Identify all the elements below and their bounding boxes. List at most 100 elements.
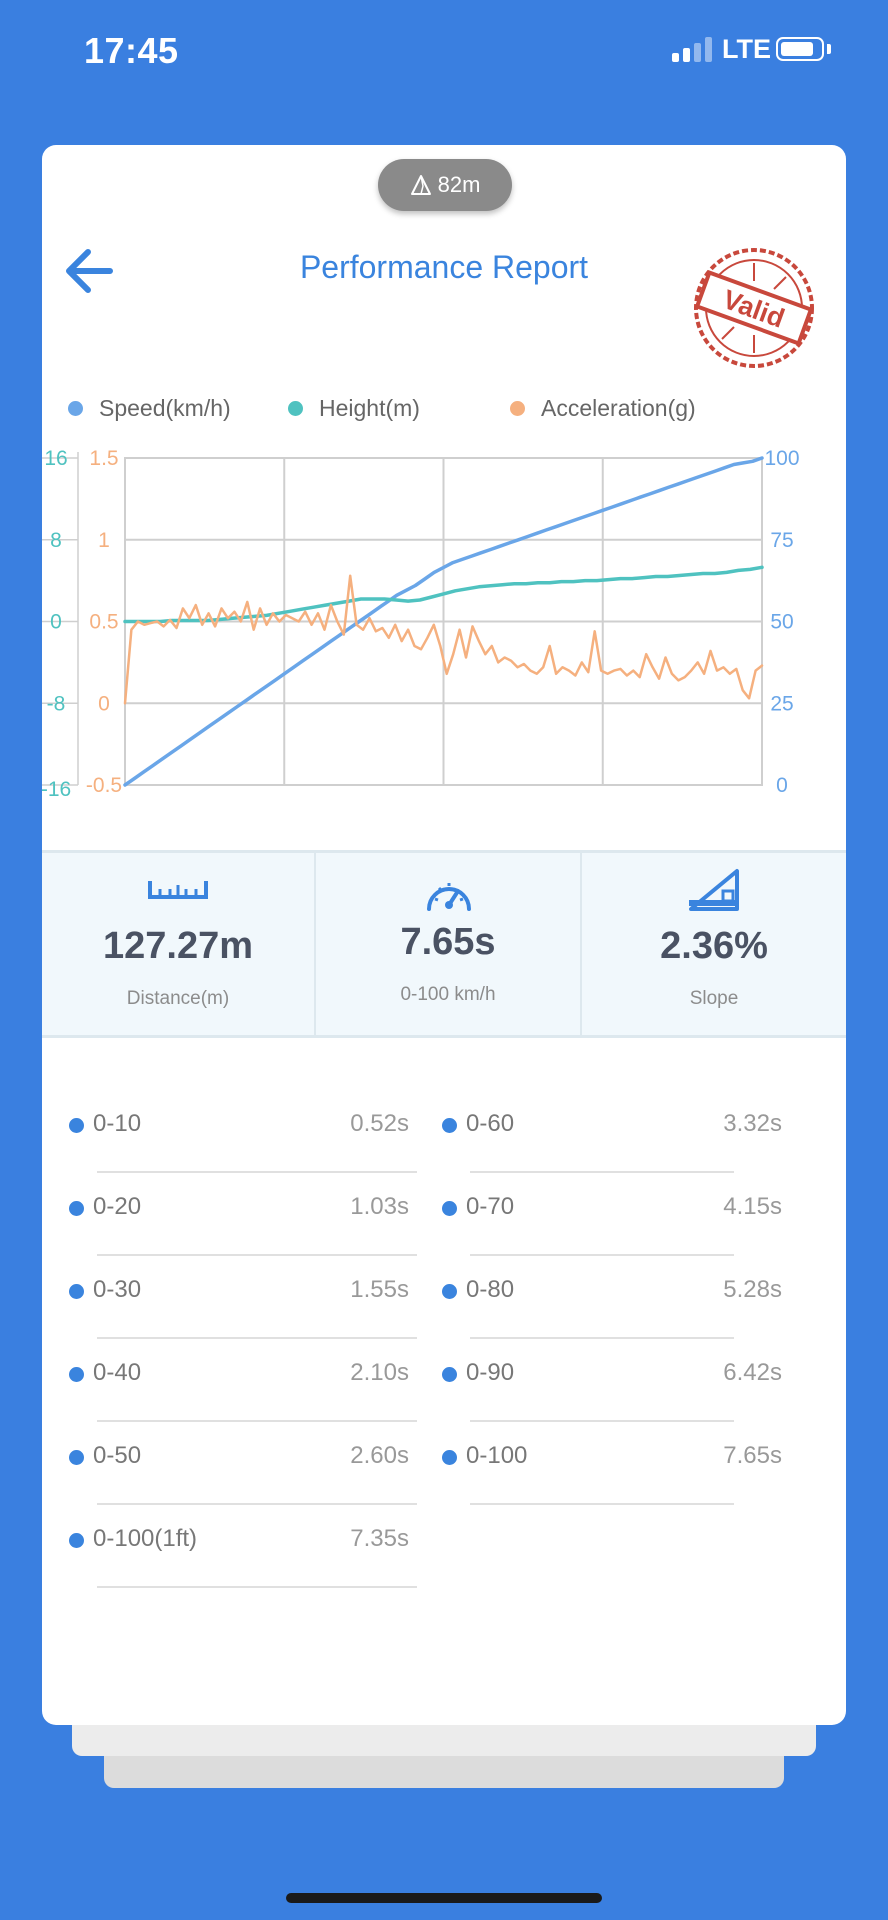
split-label: 0-60 — [466, 1110, 515, 1137]
stat-divider — [314, 853, 316, 1035]
split-time: 1.55s — [350, 1276, 409, 1303]
series-line-speed — [123, 456, 764, 787]
split-divider — [470, 1337, 734, 1339]
height-tick-label: 16 — [44, 447, 67, 470]
legend-speed: Speed(km/h) — [68, 395, 231, 422]
split-row: 0-30 1.55s — [69, 1261, 417, 1344]
split-dot — [442, 1367, 457, 1382]
chart-lines — [123, 456, 764, 787]
split-dot — [442, 1201, 457, 1216]
split-divider — [97, 1254, 417, 1256]
height-tick-label: -16 — [42, 778, 71, 801]
distance-value: 127.27m — [102, 925, 253, 967]
split-row: 0-50 2.60s — [69, 1427, 417, 1510]
split-label: 0-40 — [93, 1359, 142, 1386]
chart-grid — [42, 452, 763, 786]
split-label: 0-20 — [93, 1193, 142, 1220]
network-label: LTE — [722, 34, 771, 64]
split-row: 0-20 1.03s — [69, 1178, 417, 1261]
split-row: 0-70 4.15s — [442, 1178, 782, 1261]
split-time: 3.32s — [723, 1110, 782, 1137]
legend-height-dot — [288, 401, 303, 416]
split-dot — [69, 1118, 84, 1133]
slope-value: 2.36% — [660, 925, 768, 967]
page-title: Performance Report — [299, 249, 589, 285]
split-divider — [470, 1420, 734, 1422]
split-dot — [442, 1118, 457, 1133]
split-label: 0-100(1ft) — [93, 1525, 198, 1552]
stat-divider — [580, 853, 582, 1035]
height-tick-label: 8 — [50, 529, 62, 552]
split-row: 0-60 3.32s — [442, 1095, 782, 1178]
split-divider — [470, 1171, 734, 1173]
signal-icon — [672, 36, 714, 62]
split-time: 2.10s — [350, 1359, 409, 1386]
slope-label: Slope — [689, 988, 739, 1009]
split-divider — [97, 1420, 417, 1422]
split-row: 0-40 2.10s — [69, 1344, 417, 1427]
status-time: 17:45 — [84, 30, 179, 71]
legend-speed-dot — [68, 401, 83, 416]
split-dot — [69, 1450, 84, 1465]
split-label: 0-90 — [466, 1359, 515, 1386]
acceleration-tick-label: 0 — [98, 692, 110, 715]
split-time: 1.03s — [350, 1193, 409, 1220]
split-time: 7.35s — [350, 1525, 409, 1552]
stat-distance: 127.27m Distance(m) — [42, 853, 314, 1035]
legend-height: Height(m) — [288, 395, 420, 422]
split-row: 0-100(1ft) 7.35s — [69, 1510, 417, 1593]
legend-acceleration-label: Acceleration(g) — [541, 395, 696, 421]
acceleration-tick-label: 0.5 — [89, 611, 118, 634]
back-button[interactable] — [60, 243, 118, 299]
report-card: 82m Performance Report Valid Speed(km/h)… — [42, 145, 846, 1725]
speed-tick-label: 50 — [770, 611, 793, 634]
speedometer-icon — [427, 883, 471, 911]
split-dot — [442, 1284, 457, 1299]
ruler-icon — [148, 881, 208, 899]
speed-tick-label: 0 — [776, 774, 788, 797]
distance-label: Distance(m) — [126, 988, 230, 1009]
altitude-value: 82m — [437, 172, 481, 197]
split-dot — [69, 1201, 84, 1216]
split-divider — [470, 1503, 734, 1505]
split-time: 4.15s — [723, 1193, 782, 1220]
zero-to-hundred-label: 0-100 km/h — [400, 984, 496, 1005]
acceleration-tick-label: -0.5 — [86, 774, 122, 797]
acceleration-tick-label: 1 — [98, 529, 110, 552]
split-dot — [69, 1367, 84, 1382]
split-time: 5.28s — [723, 1276, 782, 1303]
altitude-badge: 82m — [378, 159, 512, 211]
acceleration-tick-label: 1.5 — [89, 447, 118, 470]
mountain-icon — [410, 175, 431, 195]
legend-speed-label: Speed(km/h) — [99, 395, 231, 421]
split-label: 0-70 — [466, 1193, 515, 1220]
legend-acceleration: Acceleration(g) — [510, 395, 696, 422]
speed-tick-label: 75 — [770, 529, 793, 552]
valid-stamp-icon: Valid — [694, 248, 814, 368]
split-dot — [69, 1533, 84, 1548]
legend-height-label: Height(m) — [319, 395, 420, 421]
speed-tick-label: 100 — [764, 447, 799, 470]
series-line-height — [123, 565, 764, 624]
series-line-acceleration — [123, 574, 764, 705]
legend-acceleration-dot — [510, 401, 525, 416]
performance-chart: 16 8 0 -8 -16 1.5 1 0.5 0 -0.5 100 75 50 25 0 — [42, 447, 800, 801]
height-tick-label: 0 — [50, 611, 62, 634]
battery-cap — [827, 44, 831, 54]
split-row: 0-80 5.28s — [442, 1261, 782, 1344]
split-dot — [442, 1450, 457, 1465]
status-bar: 17:45 LTE — [0, 0, 888, 100]
stat-zero-to-hundred: 7.65s 0-100 km/h — [316, 853, 580, 1035]
battery-icon — [776, 37, 824, 61]
arrow-left-icon — [66, 249, 113, 293]
split-time: 0.52s — [350, 1110, 409, 1137]
split-label: 0-100 — [466, 1442, 528, 1469]
stats-panel: 127.27m Distance(m) 7.65s 0-100 km/h 2.3… — [42, 850, 846, 1038]
split-row: 0-90 6.42s — [442, 1344, 782, 1427]
split-label: 0-30 — [93, 1276, 142, 1303]
split-row: 0-100 7.65s — [442, 1427, 782, 1510]
split-divider — [470, 1254, 734, 1256]
split-divider — [97, 1586, 417, 1588]
split-time: 2.60s — [350, 1442, 409, 1469]
zero-to-hundred-value: 7.65s — [400, 921, 496, 963]
